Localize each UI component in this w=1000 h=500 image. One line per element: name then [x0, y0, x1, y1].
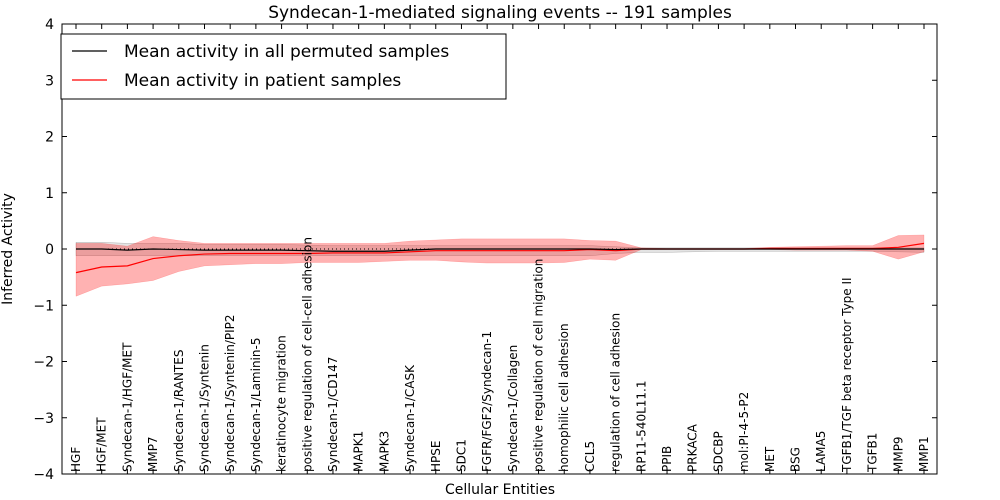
x-tick-label: HPSE — [429, 441, 443, 472]
x-tick-label: MAPK3 — [377, 431, 391, 472]
x-tick-label: MMP7 — [146, 436, 160, 472]
x-tick-label: TGFB1 — [866, 433, 880, 473]
y-tick-label: 4 — [45, 17, 54, 33]
y-tick-label: −2 — [33, 355, 54, 371]
x-tick-label: LAMA5 — [814, 431, 828, 472]
x-tick-label: FGFR/FGF2/Syndecan-1 — [480, 331, 494, 472]
x-tick-label: Syndecan-1/CD147 — [326, 357, 340, 472]
y-tick-label: 2 — [45, 130, 54, 146]
x-tick-label: HGF/MET — [95, 417, 109, 472]
x-tick-label: positive regulation of cell migration — [532, 259, 546, 472]
x-axis-ticks: HGF HGF/MET Syndecan-1/HGF/MET MMP7 Syndecan… — [69, 24, 931, 474]
legend-box — [60, 33, 507, 100]
y-axis-ticks: −4 −3 −2 −1 0 1 2 3 4 — [33, 17, 937, 483]
x-tick-label: SDC1 — [454, 439, 468, 472]
x-tick-label: PRKACA — [686, 423, 700, 472]
x-tick-label: CCL5 — [583, 441, 597, 472]
x-tick-label: Syndecan-1/Syntenin — [197, 344, 211, 472]
x-tick-label: Syndecan-1/Syntenin/PIP2 — [223, 314, 237, 472]
x-tick-label: mol:PI-4-5-P2 — [737, 392, 751, 472]
x-tick-label: positive regulation of cell-cell adhesio… — [300, 237, 314, 472]
x-tick-label: MMP1 — [917, 436, 931, 472]
legend: Mean activity in all permuted samples Mea… — [60, 33, 507, 100]
x-tick-label: Syndecan-1/HGF/MET — [120, 342, 134, 472]
x-tick-label: MET — [763, 446, 777, 472]
x-axis-label: Cellular Entities — [445, 482, 555, 498]
x-tick-label: SDCBP — [711, 431, 725, 472]
x-tick-label: HGF — [69, 447, 83, 472]
legend-label: Mean activity in patient samples — [124, 71, 401, 91]
y-tick-label: −4 — [33, 467, 54, 483]
legend-label: Mean activity in all permuted samples — [124, 42, 449, 62]
x-tick-label: MMP9 — [891, 436, 905, 472]
x-tick-label: RP11-540L11.1 — [634, 381, 648, 472]
x-tick-label: TGFB1/TGF beta receptor Type II — [840, 277, 854, 473]
x-tick-label: keratinocyte migration — [275, 335, 289, 472]
plot-frame — [61, 23, 938, 475]
y-tick-label: −3 — [33, 411, 54, 427]
x-tick-label: PPIB — [660, 446, 674, 472]
x-tick-label: BSG — [789, 447, 803, 472]
y-tick-label: 3 — [45, 73, 54, 89]
x-tick-label: regulation of cell adhesion — [609, 313, 623, 472]
y-tick-label: −1 — [33, 298, 54, 314]
y-tick-label: 1 — [45, 186, 54, 202]
x-tick-label: Syndecan-1/Collagen — [506, 345, 520, 472]
x-tick-label: MAPK1 — [352, 431, 366, 472]
x-tick-label: Syndecan-1/CASK — [403, 364, 417, 472]
y-axis-label: Inferred Activity — [0, 193, 16, 305]
chart-title: Syndecan-1-mediated signaling events -- … — [268, 3, 732, 23]
x-tick-label: Syndecan-1/Laminin-5 — [249, 338, 263, 472]
y-tick-label: 0 — [45, 242, 54, 258]
x-tick-label: homophilic cell adhesion — [557, 323, 571, 472]
x-tick-label: Syndecan-1/RANTES — [172, 350, 186, 472]
